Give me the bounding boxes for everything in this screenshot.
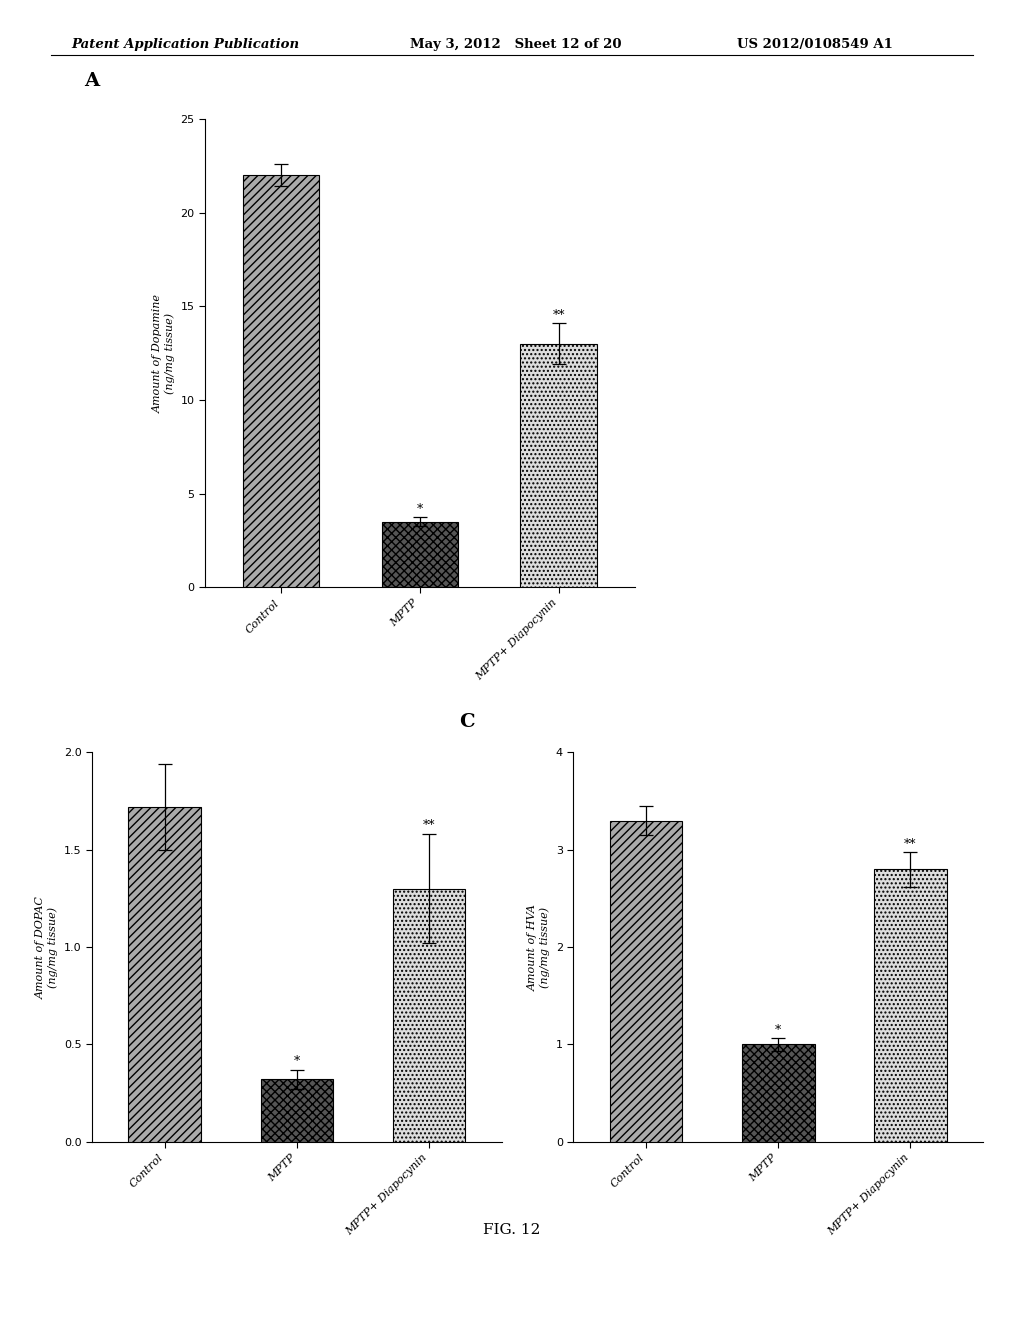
Bar bbox=[261, 1080, 333, 1142]
Bar bbox=[520, 343, 597, 587]
Bar bbox=[128, 807, 201, 1142]
Text: FIG. 12: FIG. 12 bbox=[483, 1224, 541, 1237]
Text: *: * bbox=[294, 1055, 300, 1068]
Text: **: ** bbox=[423, 820, 435, 832]
Bar bbox=[393, 888, 466, 1142]
Bar bbox=[742, 1044, 814, 1142]
Bar bbox=[874, 870, 947, 1142]
Y-axis label: Amount of Dopamine
(ng/mg tissue): Amount of Dopamine (ng/mg tissue) bbox=[153, 293, 175, 413]
Text: **: ** bbox=[904, 838, 916, 850]
Y-axis label: Amount of DOPAC
(ng/mg tissue): Amount of DOPAC (ng/mg tissue) bbox=[36, 896, 58, 998]
Text: A: A bbox=[84, 71, 99, 90]
Text: C: C bbox=[459, 713, 474, 731]
Y-axis label: Amount of HVA
(ng/mg tissue): Amount of HVA (ng/mg tissue) bbox=[528, 904, 550, 990]
Text: May 3, 2012   Sheet 12 of 20: May 3, 2012 Sheet 12 of 20 bbox=[410, 38, 622, 51]
Text: US 2012/0108549 A1: US 2012/0108549 A1 bbox=[737, 38, 893, 51]
Text: Patent Application Publication: Patent Application Publication bbox=[72, 38, 300, 51]
Bar bbox=[609, 821, 682, 1142]
Text: *: * bbox=[775, 1024, 781, 1036]
Bar bbox=[243, 176, 319, 587]
Text: **: ** bbox=[552, 309, 565, 322]
Text: *: * bbox=[417, 503, 423, 516]
Bar bbox=[382, 521, 458, 587]
